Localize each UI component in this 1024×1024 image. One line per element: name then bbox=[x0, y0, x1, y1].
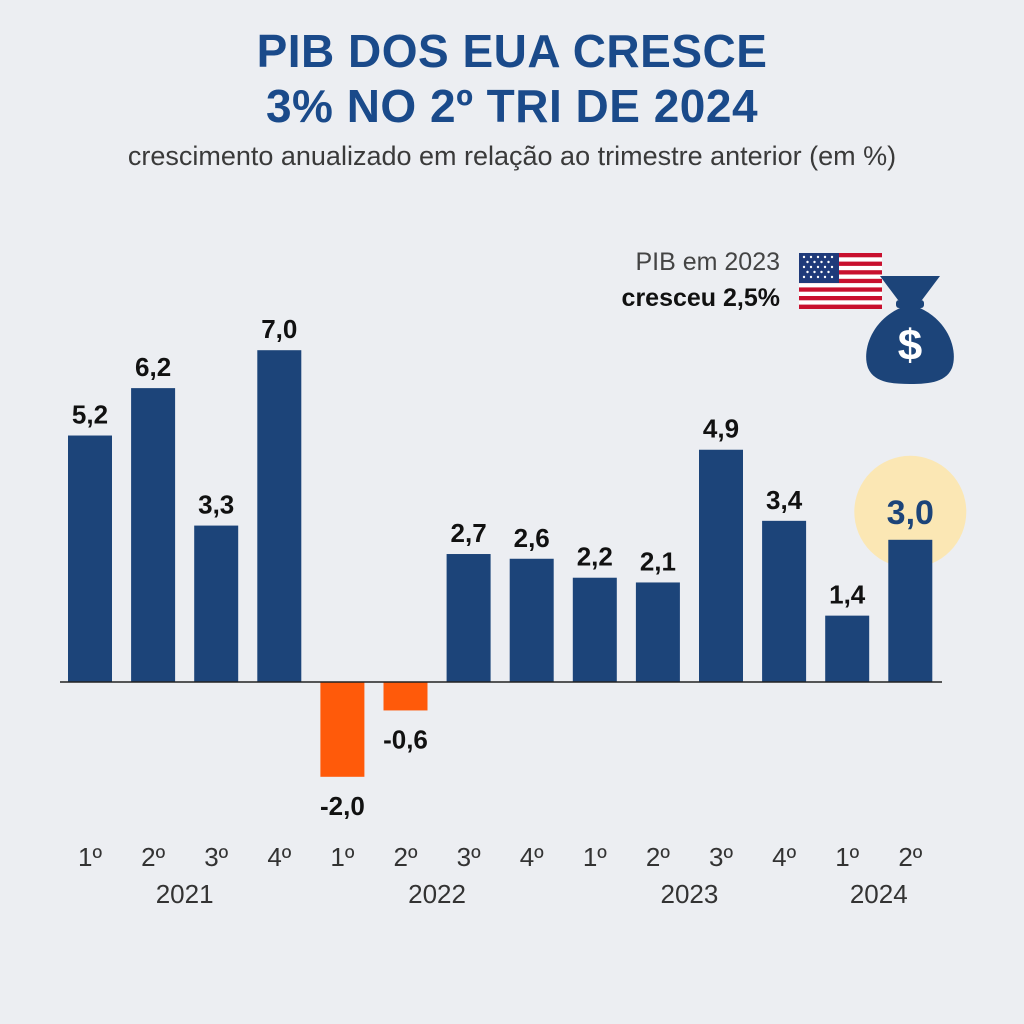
data-label: 1,4 bbox=[829, 580, 866, 610]
data-label: 2,1 bbox=[640, 546, 676, 576]
quarter-tick-label: 3º bbox=[204, 842, 228, 872]
bar bbox=[446, 554, 491, 682]
bar bbox=[825, 615, 870, 682]
year-label: 2023 bbox=[661, 879, 719, 909]
quarter-tick-label: 1º bbox=[583, 842, 607, 872]
bar bbox=[762, 520, 807, 682]
bar bbox=[383, 682, 428, 711]
quarter-tick-label: 2º bbox=[394, 842, 418, 872]
title-line-1: PIB DOS EUA CRESCE bbox=[256, 25, 768, 77]
year-label: 2022 bbox=[408, 879, 466, 909]
quarter-tick-label: 3º bbox=[457, 842, 481, 872]
quarter-tick-label: 1º bbox=[78, 842, 102, 872]
data-label: 3,3 bbox=[198, 490, 234, 520]
quarter-tick-label: 4º bbox=[520, 842, 544, 872]
data-label: 2,2 bbox=[577, 542, 613, 572]
title-line-2: 3% NO 2º TRI DE 2024 bbox=[265, 80, 759, 132]
quarter-tick-label: 4º bbox=[772, 842, 796, 872]
data-label: 5,2 bbox=[72, 400, 108, 430]
data-label: 2,6 bbox=[514, 523, 550, 553]
data-label: 3,0 bbox=[887, 494, 934, 532]
bar bbox=[194, 525, 239, 682]
data-label: -2,0 bbox=[320, 791, 365, 821]
data-label: 4,9 bbox=[703, 414, 739, 444]
chart-subtitle: crescimento anualizado em relação ao tri… bbox=[127, 141, 897, 171]
quarter-tick-label: 1º bbox=[835, 842, 859, 872]
data-label: 3,4 bbox=[766, 485, 803, 515]
quarter-tick-label: 2º bbox=[898, 842, 922, 872]
data-label: 2,7 bbox=[451, 518, 487, 548]
quarter-tick-label: 3º bbox=[709, 842, 733, 872]
bar bbox=[68, 435, 112, 682]
annual-note-line1: PIB em 2023 bbox=[635, 248, 780, 276]
year-label: 2024 bbox=[850, 879, 908, 909]
year-label: 2021 bbox=[156, 879, 214, 909]
chart-title: PIB DOS EUA CRESCE 3% NO 2º TRI DE 2024 bbox=[0, 24, 1024, 134]
us-flag-icon bbox=[799, 253, 882, 309]
bar bbox=[320, 682, 365, 777]
data-label: 7,0 bbox=[261, 314, 297, 344]
annual-note-line2: cresceu 2,5% bbox=[621, 284, 780, 312]
bag-dollar-symbol: $ bbox=[898, 321, 922, 370]
bar bbox=[131, 388, 176, 682]
bar bbox=[257, 350, 302, 682]
bar bbox=[509, 558, 554, 682]
highlight-circle bbox=[854, 455, 967, 568]
money-bag-icon: $ bbox=[866, 276, 954, 384]
data-label: 6,2 bbox=[135, 352, 171, 382]
quarter-tick-label: 2º bbox=[646, 842, 670, 872]
quarter-tick-label: 2º bbox=[141, 842, 165, 872]
bar bbox=[572, 577, 617, 682]
bar bbox=[888, 539, 933, 682]
quarter-tick-label: 4º bbox=[267, 842, 291, 872]
bar bbox=[699, 449, 743, 682]
bar bbox=[635, 582, 680, 682]
quarter-tick-label: 1º bbox=[330, 842, 354, 872]
data-label: -0,6 bbox=[383, 724, 428, 754]
annual-note: PIB em 2023 cresceu 2,5% bbox=[622, 244, 780, 316]
